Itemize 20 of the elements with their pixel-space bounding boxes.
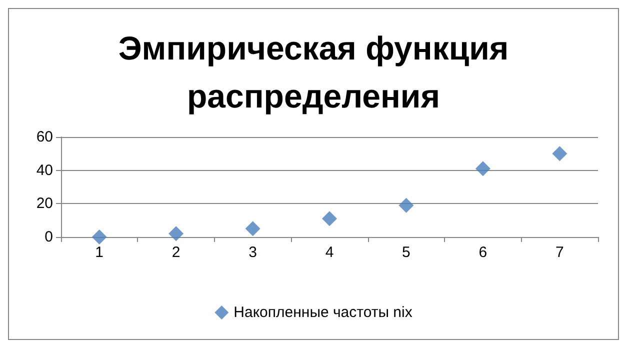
y-tick-label: 0 [44, 228, 53, 246]
point [245, 221, 260, 236]
point [322, 211, 337, 226]
chart-title: Эмпирическая функция распределения [118, 30, 509, 114]
point [475, 161, 490, 176]
x-tick-label: 3 [248, 244, 257, 261]
x-tick-label: 4 [325, 244, 334, 261]
y-tick-label: 60 [36, 128, 53, 146]
point [168, 226, 184, 242]
point [398, 198, 414, 213]
y-tick-label: 40 [36, 162, 53, 179]
point [552, 146, 568, 162]
y-tick-label: 20 [36, 195, 53, 212]
point [92, 230, 107, 244]
x-tick-label: 2 [172, 244, 180, 261]
x-tick-label: 6 [478, 244, 488, 261]
legend-label: Накопленные частоты nix [234, 304, 413, 321]
x-tick-label: 5 [402, 244, 410, 261]
x-tick-label: 7 [555, 244, 564, 261]
x-tick-label: 1 [95, 244, 104, 261]
